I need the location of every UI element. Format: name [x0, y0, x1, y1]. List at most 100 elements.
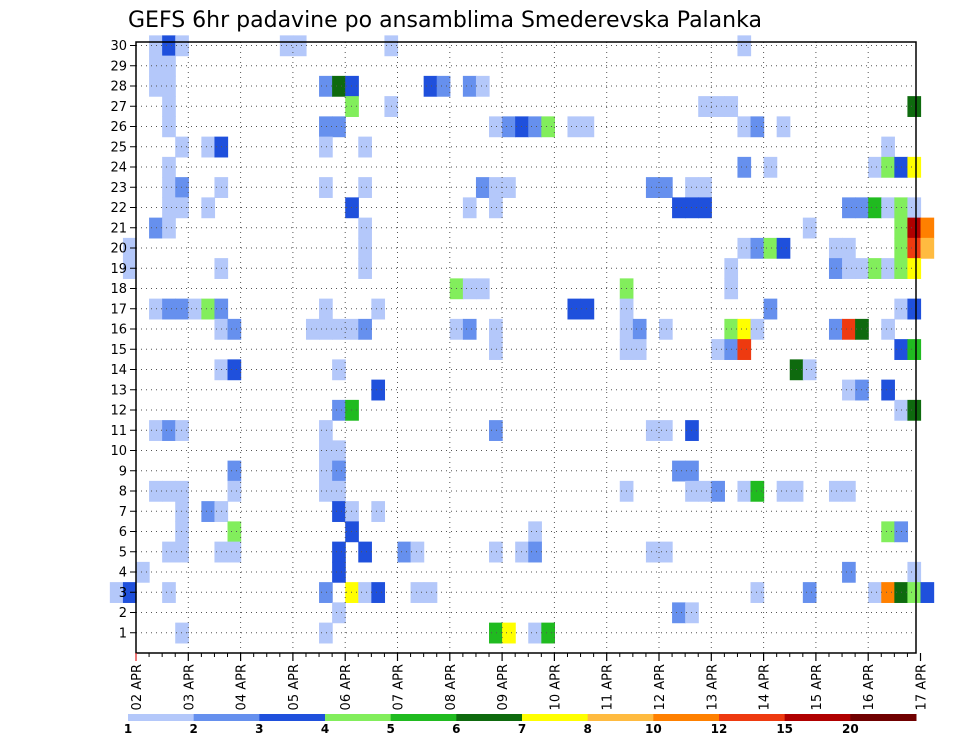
precip-cell — [149, 35, 163, 57]
precip-cell — [227, 480, 242, 502]
colorbar-swatch — [259, 714, 326, 721]
precip-cell — [201, 197, 216, 219]
precip-cell — [737, 339, 752, 360]
x-tick-label: 04 APR — [235, 664, 250, 710]
x-tick-label: 07 APR — [392, 664, 407, 710]
precip-cell — [332, 359, 346, 381]
y-tick-label: 25 — [110, 140, 127, 155]
precip-cell — [462, 75, 477, 97]
y-tick-label: 11 — [110, 424, 127, 439]
precip-cell — [358, 318, 372, 340]
precip-cell — [201, 501, 216, 522]
precip-cell — [828, 480, 843, 502]
precip-cell — [659, 541, 673, 563]
precip-cell — [175, 197, 189, 219]
precip-cell — [227, 521, 242, 543]
precip-cell — [332, 480, 346, 502]
y-tick-label: 17 — [110, 302, 127, 317]
precip-cell — [319, 177, 333, 198]
y-tick-label: 20 — [110, 242, 127, 257]
x-tick-label: 02 APR — [130, 664, 145, 710]
precip-cell — [580, 116, 595, 138]
colorbar-swatch — [719, 714, 786, 721]
colorbar-label: 8 — [583, 722, 591, 736]
y-tick-label: 23 — [110, 181, 127, 196]
x-tick-label: 16 APR — [862, 664, 877, 710]
precip-cell — [489, 541, 503, 563]
precip-cell — [907, 339, 922, 360]
precip-cell — [737, 480, 752, 502]
precip-cell — [828, 237, 843, 259]
precip-cell — [319, 420, 333, 441]
precip-cell — [842, 318, 856, 340]
precip-cell — [319, 298, 333, 320]
precip-cell — [502, 177, 516, 198]
precip-cell — [175, 622, 189, 644]
precip-cell — [162, 55, 176, 77]
precip-cell — [332, 399, 346, 421]
color-scale-legend: 1 2 3 4 5 6 7 8 10 12 15 20 — [124, 714, 917, 736]
precip-cell — [659, 420, 673, 441]
precip-cell — [162, 116, 176, 138]
colorbar-label: 1 — [124, 722, 132, 736]
precip-cell — [907, 561, 922, 583]
precip-cell — [907, 197, 922, 219]
precip-cell — [319, 318, 333, 340]
x-axis: 02 APR 03 APR 04 APR 05 APR 06 APR 07 APR 08 A… — [130, 653, 930, 710]
precip-cell — [528, 622, 542, 644]
colorbar-swatch — [325, 714, 392, 721]
precip-cell — [162, 298, 176, 320]
x-tick-label: 06 APR — [339, 664, 354, 710]
precip-cell — [358, 136, 372, 158]
precip-cell — [920, 237, 935, 259]
precip-cell — [162, 96, 176, 117]
precip-cell — [515, 116, 529, 138]
y-tick-label: 1 — [119, 626, 127, 641]
precip-cell — [122, 237, 137, 259]
precip-cell — [345, 75, 359, 97]
precip-cell — [881, 318, 895, 340]
colorbar-swatch — [522, 714, 589, 721]
precip-cell — [907, 96, 922, 117]
precip-cell — [175, 541, 189, 563]
precip-cell — [371, 582, 386, 603]
y-tick-label: 29 — [110, 59, 127, 74]
precip-cell — [907, 217, 922, 239]
precip-cell — [358, 541, 372, 563]
precip-cell — [332, 75, 346, 97]
precip-cell — [711, 96, 725, 117]
precip-cell — [227, 318, 242, 340]
precip-cell — [920, 217, 935, 239]
precip-cell — [842, 379, 856, 401]
precip-cell — [149, 55, 163, 77]
colorbar-label: 3 — [255, 722, 263, 736]
precip-cell — [175, 420, 189, 441]
precip-cell — [332, 440, 346, 462]
precip-cell — [802, 582, 817, 603]
precip-cell — [319, 480, 333, 502]
precip-cell — [149, 298, 163, 320]
precip-cell — [175, 521, 189, 543]
x-tick-label: 09 APR — [496, 664, 511, 710]
colorbar-label: 4 — [321, 722, 329, 736]
y-tick-label: 13 — [110, 383, 127, 398]
colorbar-label: 6 — [452, 722, 460, 736]
precip-cell — [737, 237, 752, 259]
precip-cell — [750, 480, 765, 502]
precip-cell — [737, 35, 752, 57]
precip-cell — [462, 318, 477, 340]
precip-cell — [371, 298, 386, 320]
precip-cell — [907, 298, 922, 320]
precip-cell — [319, 116, 333, 138]
precip-cell — [842, 258, 856, 279]
precip-cell — [122, 258, 137, 279]
precip-cell — [881, 379, 895, 401]
precip-cell — [763, 237, 778, 259]
precip-cell — [750, 116, 765, 138]
precip-cell — [305, 318, 320, 340]
precip-cell — [332, 561, 346, 583]
x-tick-label: 15 APR — [810, 664, 825, 710]
precip-cell — [332, 541, 346, 563]
precip-cell — [489, 339, 503, 360]
precip-cell — [149, 480, 163, 502]
